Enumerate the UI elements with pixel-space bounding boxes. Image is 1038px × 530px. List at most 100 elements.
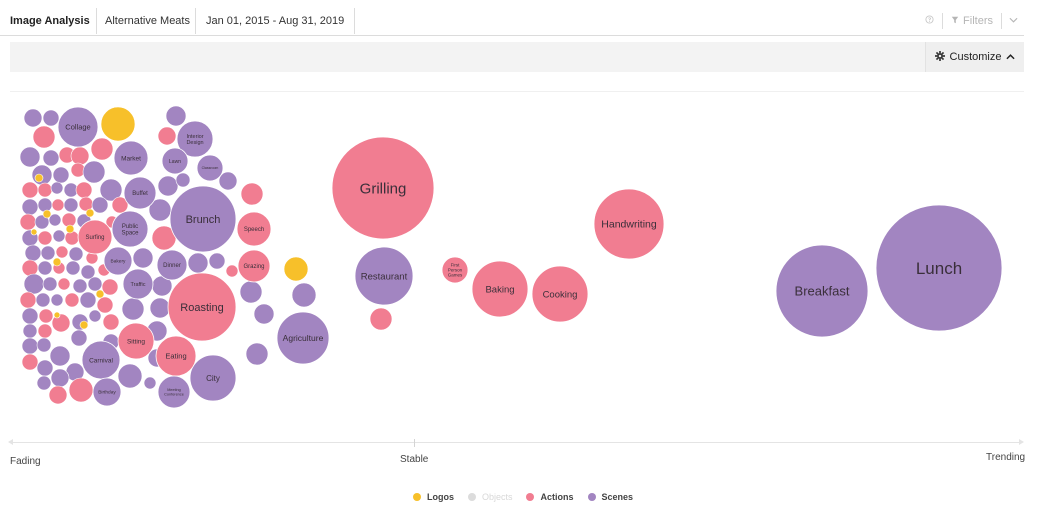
legend-item-logos[interactable]: Logos (412, 492, 454, 502)
bubble-grazing[interactable]: Grazing (237, 249, 271, 283)
bubble-carnival[interactable]: Carnival (81, 340, 121, 380)
bubble-scenes[interactable] (35, 292, 51, 308)
bubble-actions[interactable] (157, 126, 177, 146)
chevron-down-icon[interactable] (1001, 13, 1024, 29)
bubble-actions[interactable] (21, 353, 39, 371)
bubble-scenes[interactable] (34, 214, 50, 230)
bubble-scenes[interactable] (70, 329, 88, 347)
bubble-classroom[interactable]: Classroom (196, 154, 224, 182)
bubble-scenes[interactable] (121, 297, 145, 321)
bubble-actions[interactable] (90, 137, 114, 161)
bubble-scenes[interactable] (42, 276, 58, 292)
bubble-scenes[interactable] (19, 146, 41, 168)
bubble-logos[interactable] (34, 173, 44, 183)
tab-date-range[interactable]: Jan 01, 2015 - Aug 31, 2019 (195, 8, 356, 34)
customize-button[interactable]: Customize (925, 42, 1024, 72)
bubble-actions[interactable] (64, 230, 80, 246)
bubble-actions[interactable] (70, 146, 90, 166)
bubble-agriculture[interactable]: Agriculture (276, 311, 330, 365)
bubble-actions[interactable] (68, 377, 94, 403)
bubble-actions[interactable] (55, 245, 69, 259)
bubble-scenes[interactable] (88, 309, 102, 323)
bubble-birthday[interactable]: Birthday (92, 377, 122, 407)
bubble-actions[interactable] (369, 307, 393, 331)
filters-button[interactable]: Filters (942, 13, 1001, 29)
bubble-actions[interactable] (38, 308, 54, 324)
bubble-speech[interactable]: Speech (236, 211, 272, 247)
bubble-baking[interactable]: Baking (471, 260, 529, 318)
bubble-scenes[interactable] (253, 303, 275, 325)
bubble-buffet[interactable]: Buffet (123, 176, 157, 210)
bubble-scenes[interactable] (24, 244, 42, 262)
bubble-scenes[interactable] (157, 175, 179, 197)
bubble-scenes[interactable] (23, 108, 43, 128)
bubble-scenes[interactable] (36, 359, 54, 377)
bubble-logos[interactable] (30, 228, 38, 236)
bubble-scenes[interactable] (52, 229, 66, 243)
legend-item-objects[interactable]: Objects (467, 492, 512, 502)
bubble-actions[interactable] (51, 198, 65, 212)
bubble-actions[interactable] (225, 264, 239, 278)
legend-item-scenes[interactable]: Scenes (587, 492, 633, 502)
bubble-scenes[interactable] (49, 345, 71, 367)
bubble-actions[interactable] (96, 296, 114, 314)
bubble-actions[interactable] (37, 230, 53, 246)
bubble-scenes[interactable] (21, 307, 39, 325)
bubble-actions[interactable] (19, 213, 37, 231)
bubble-actions[interactable] (111, 196, 129, 214)
bubble-scenes[interactable] (40, 245, 56, 261)
tab-image-analysis[interactable]: Image Analysis (10, 15, 90, 27)
bubble-scenes[interactable] (218, 171, 238, 191)
bubble-scenes[interactable] (149, 297, 171, 319)
bubble-scenes[interactable] (68, 246, 84, 262)
bubble-scenes[interactable] (80, 264, 96, 280)
bubble-scenes[interactable] (99, 178, 123, 202)
bubble-actions[interactable] (32, 125, 56, 149)
bubble-scenes[interactable] (87, 276, 103, 292)
bubble-scenes[interactable] (42, 149, 60, 167)
bubble-actions[interactable] (101, 278, 119, 296)
bubble-handwriting[interactable]: Handwriting (593, 188, 665, 260)
bubble-logos[interactable] (95, 289, 105, 299)
bubble-logos[interactable] (79, 320, 89, 330)
bubble-scenes[interactable] (36, 375, 52, 391)
bubble-breakfast[interactable]: Breakfast (775, 244, 869, 338)
bubble-surfing[interactable]: Surfing (77, 219, 113, 255)
bubble-scenes[interactable] (48, 213, 62, 227)
bubble-actions[interactable] (51, 313, 71, 333)
bubble-scenes[interactable] (143, 376, 157, 390)
bubble-actions[interactable] (57, 277, 71, 291)
bubble-logos[interactable] (53, 311, 61, 319)
bubble-bakery[interactable]: Bakery (103, 246, 133, 276)
bubble-scenes[interactable] (245, 342, 269, 366)
bubble-logos[interactable] (85, 208, 95, 218)
bubble-scenes[interactable] (63, 197, 79, 213)
bubble-scenes[interactable] (37, 197, 53, 213)
bubble-lawn[interactable]: Lawn (161, 147, 189, 175)
bubble-scenes[interactable] (22, 323, 38, 339)
bubble-actions[interactable] (21, 181, 39, 199)
bubble-sitting[interactable]: Sitting (117, 322, 155, 360)
bubble-actions[interactable] (240, 182, 264, 206)
bubble-scenes[interactable] (21, 198, 39, 216)
bubble-scenes[interactable] (208, 252, 226, 270)
bubble-scenes[interactable] (291, 282, 317, 308)
bubble-actions[interactable] (64, 292, 80, 308)
bubble-scenes[interactable] (52, 166, 70, 184)
help-circle-icon[interactable] (916, 15, 942, 27)
bubble-actions[interactable] (102, 313, 120, 331)
bubble-traffic[interactable]: Traffic (122, 268, 154, 300)
bubble-logos[interactable] (65, 224, 75, 234)
bubble-scenes[interactable] (50, 368, 70, 388)
bubble-scenes[interactable] (187, 252, 209, 274)
bubble-logos[interactable] (100, 106, 136, 142)
bubble-scenes[interactable] (42, 109, 60, 127)
bubble-scenes[interactable] (91, 196, 109, 214)
bubble-collage[interactable]: Collage (57, 106, 99, 148)
bubble-market[interactable]: Market (113, 140, 149, 176)
bubble-scenes[interactable] (175, 172, 191, 188)
bubble-eating[interactable]: Eating (155, 335, 197, 377)
